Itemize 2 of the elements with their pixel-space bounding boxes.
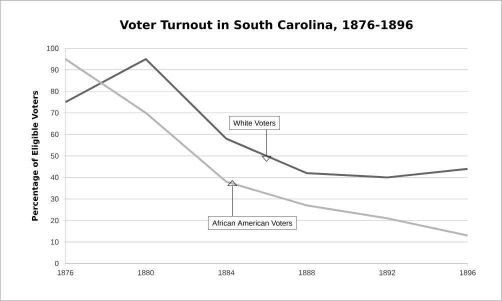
- line-series: [65, 58, 468, 179]
- chart-title: Voter Turnout in South Carolina, 1876-1896: [120, 20, 413, 31]
